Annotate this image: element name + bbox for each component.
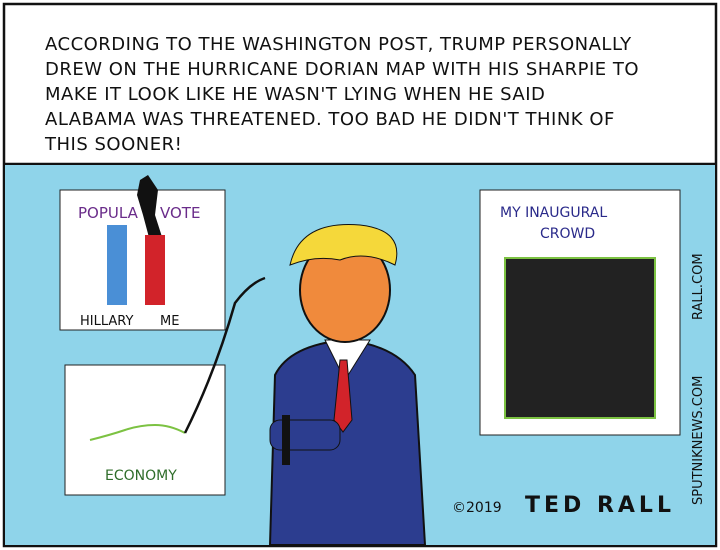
poster-title: VOTE xyxy=(160,204,200,222)
poster-label: HILLARY xyxy=(80,314,133,329)
poster-title: POPULA xyxy=(78,204,139,222)
bar-me xyxy=(145,235,165,305)
poster-title: CROWD xyxy=(540,226,595,242)
caption-line: DREW ON THE HURRICANE DORIAN MAP WITH HI… xyxy=(45,59,639,80)
tie xyxy=(333,359,353,433)
signature: TED RALL xyxy=(525,493,675,518)
economy-line xyxy=(89,423,186,441)
bar-hillary xyxy=(107,225,127,305)
caption-line: ALABAMA WAS THREATENED. TOO BAD HE DIDN'… xyxy=(45,109,615,130)
poster-label: ECONOMY xyxy=(105,468,177,484)
hair xyxy=(289,224,398,266)
crowd-scribble xyxy=(504,257,656,419)
arms xyxy=(269,419,341,451)
poster-economy xyxy=(64,364,226,496)
sharpie-line xyxy=(183,276,266,434)
sharpie xyxy=(282,415,290,465)
copyright: ©2019 xyxy=(452,500,502,516)
site: RALL.COM xyxy=(691,253,706,320)
caption-line: ACCORDING TO THE WASHINGTON POST, TRUMP … xyxy=(45,34,632,55)
scribble xyxy=(137,175,163,245)
caption-line: MAKE IT LOOK LIKE HE WASN'T LYING WHEN H… xyxy=(45,84,545,105)
poster-title: MY INAUGURAL xyxy=(500,205,607,221)
caption: ACCORDING TO THE WASHINGTON POST, TRUMP … xyxy=(44,34,639,155)
poster-label: ME xyxy=(160,314,179,329)
caption-line: THIS SOONER! xyxy=(44,134,182,155)
site: SPUTNIKNEWS.COM xyxy=(691,376,706,505)
